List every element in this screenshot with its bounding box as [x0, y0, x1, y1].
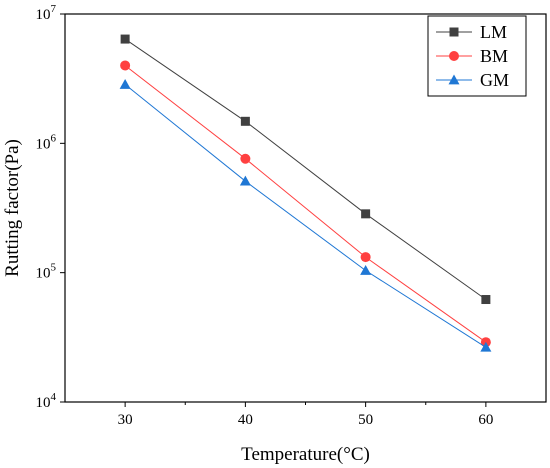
y-axis-title: Rutting factor(Pa) [2, 139, 23, 277]
data-point [480, 341, 492, 352]
data-point [120, 60, 131, 71]
legend-box [427, 15, 527, 97]
series-layer [119, 34, 492, 352]
x-tick-label: 40 [238, 412, 253, 428]
data-point [119, 79, 131, 89]
legend-item-gm: GM [436, 70, 509, 90]
legend-marker [449, 27, 459, 37]
legend-marker [448, 74, 460, 85]
y-tick-label: 106 [36, 132, 57, 152]
legend-label: LM [480, 22, 507, 42]
y-tick-label: 104 [36, 391, 57, 411]
legend-item-lm: LM [436, 22, 507, 42]
legend-label: GM [480, 70, 509, 90]
data-point [360, 264, 372, 275]
data-point [120, 34, 130, 44]
x-tick-label: 60 [478, 412, 493, 428]
legend-marker [449, 51, 459, 61]
data-point [239, 175, 251, 186]
legend-item-bm: BM [436, 46, 508, 66]
data-point [360, 252, 371, 263]
legend-label: BM [480, 46, 508, 66]
series-line [124, 65, 487, 343]
legend: LM BM GM [427, 15, 527, 97]
series-line [124, 38, 487, 300]
data-point [240, 116, 250, 126]
data-point [481, 295, 491, 305]
data-point [240, 153, 251, 164]
x-tick-label: 50 [358, 412, 373, 428]
series-line [124, 84, 487, 348]
series-bm [120, 60, 491, 348]
x-axis: 30 40 50 60 [118, 402, 493, 428]
x-tick-label: 30 [118, 412, 133, 428]
data-point [361, 209, 371, 219]
y-axis: 104 105 106 107 [36, 3, 65, 411]
series-lm [120, 34, 491, 305]
y-tick-label: 105 [36, 262, 57, 282]
x-axis-title: Temperature(°C) [241, 444, 370, 465]
series-gm [119, 79, 492, 352]
y-tick-label: 107 [36, 3, 57, 23]
